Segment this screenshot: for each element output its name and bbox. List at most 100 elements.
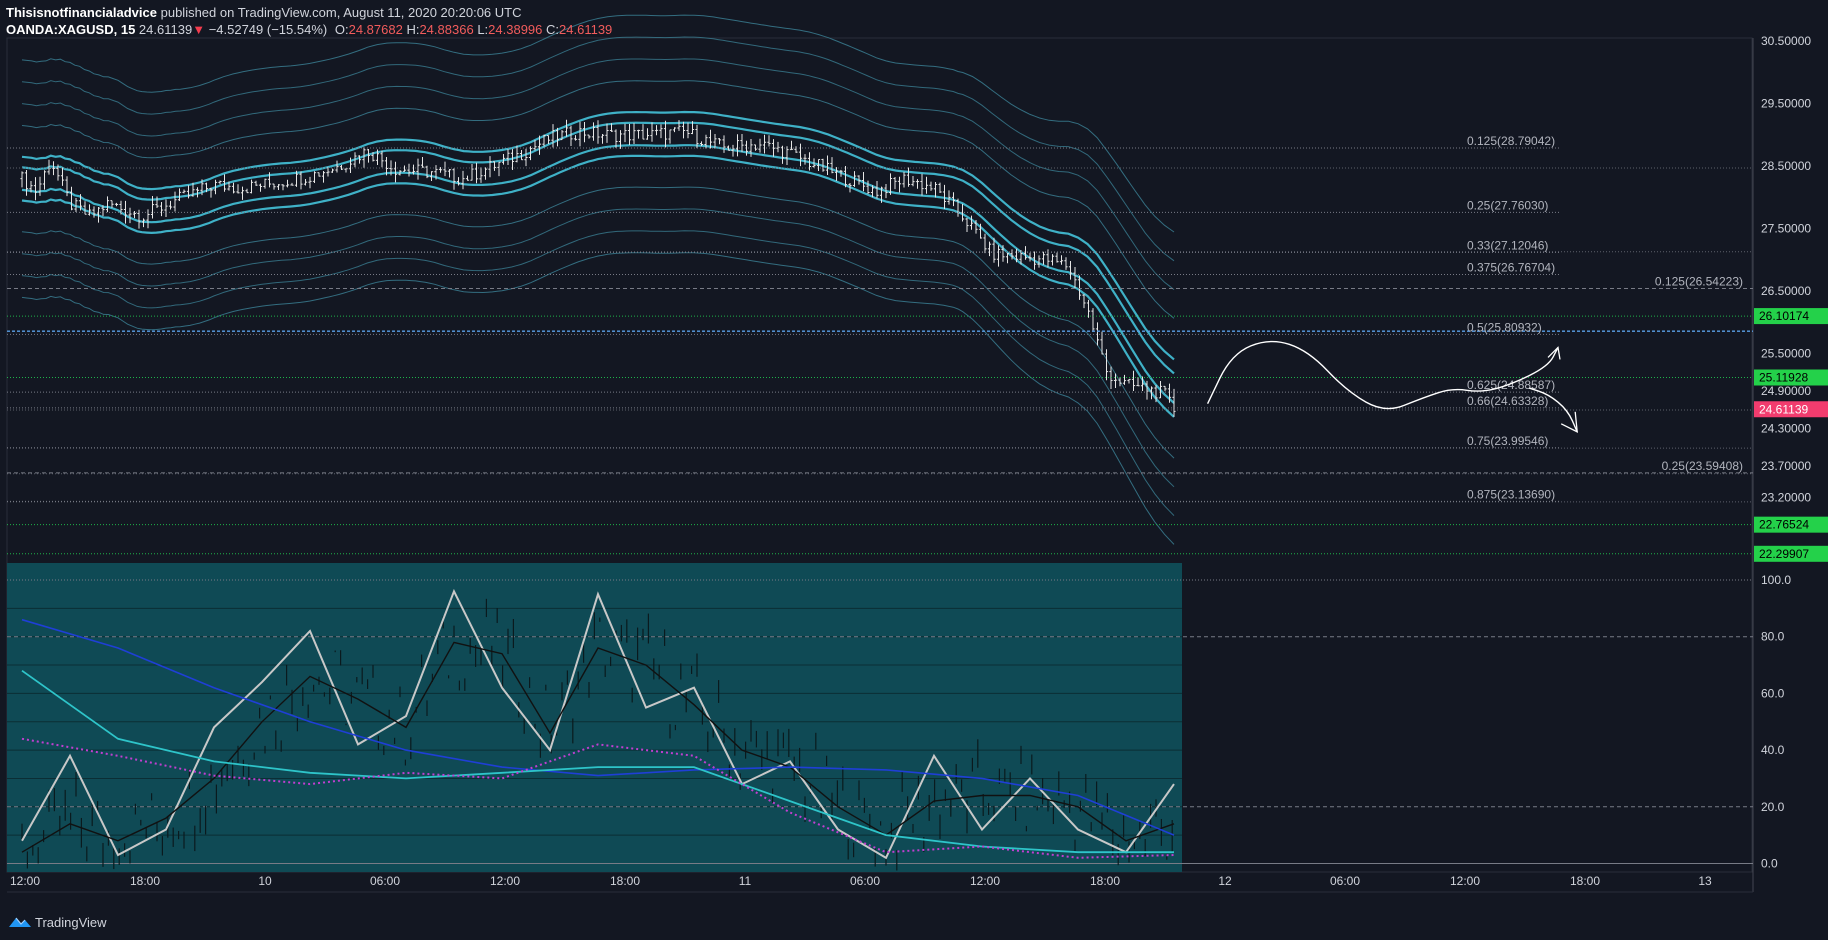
- time-tick-9: 18:00: [1090, 874, 1120, 888]
- candle-83: [393, 161, 398, 183]
- candle-131: [609, 123, 614, 132]
- candle-94: [443, 161, 447, 177]
- price-candles: [20, 119, 1176, 417]
- candle-195: [897, 176, 902, 193]
- candle-1: [24, 169, 29, 196]
- candle-192: [884, 183, 888, 199]
- price-axis[interactable]: 30.50000 29.50000 28.50000 27.50000 26.50000…: [1761, 34, 1811, 870]
- candle-106: [497, 161, 501, 177]
- candle-210: [965, 218, 969, 233]
- candle-29: [150, 196, 155, 219]
- price-tick-8: 23.70000: [1761, 459, 1811, 473]
- ohlc-open: 24.87682: [348, 22, 403, 37]
- candle-41: [204, 182, 209, 193]
- symbol-label[interactable]: OANDA:XAGUSD, 15: [6, 22, 136, 37]
- candle-167: [771, 139, 776, 157]
- candle-53: [258, 183, 263, 192]
- candle-118: [551, 124, 555, 148]
- candle-220: [1010, 249, 1014, 260]
- candle-198: [911, 176, 915, 187]
- fib-label-right-0: 0.125(26.54223): [1655, 275, 1743, 289]
- candle-157: [726, 145, 731, 151]
- candle-141: [654, 125, 659, 136]
- author-name[interactable]: Thisisnotfinancialadvice: [6, 5, 157, 20]
- candle-153: [708, 129, 713, 149]
- osc-tick-0: 100.0: [1761, 573, 1791, 587]
- candle-230: [1055, 252, 1059, 263]
- candle-85: [402, 165, 407, 172]
- last-price: 24.61139: [138, 22, 193, 37]
- candle-27: [141, 218, 146, 228]
- candle-207: [951, 192, 956, 207]
- candle-214: [983, 233, 987, 254]
- candle-136: [632, 123, 636, 145]
- candle-168: [776, 141, 780, 153]
- oscillator-panel: [7, 563, 1753, 872]
- candle-60: [290, 182, 294, 186]
- candle-8: [56, 164, 60, 181]
- candle-178: [821, 158, 825, 172]
- candle-244: [1118, 377, 1122, 387]
- candle-224: [1028, 252, 1032, 262]
- candle-219: [1005, 253, 1010, 264]
- candle-246: [1127, 378, 1131, 384]
- price-tick-1: 29.50000: [1761, 97, 1811, 111]
- band-line-10: [21, 230, 1175, 516]
- footer-brand-label: TradingView: [35, 914, 107, 930]
- candle-155: [717, 138, 722, 145]
- candle-120: [560, 129, 564, 141]
- candle-121: [564, 119, 569, 137]
- candle-45: [222, 174, 227, 192]
- osc-tick-4: 20.0: [1761, 800, 1785, 814]
- green-tag-label: 22.29907: [1759, 547, 1809, 561]
- candle-107: [501, 153, 506, 165]
- candle-59: [285, 179, 290, 188]
- green-tag-1: 25.11928: [1754, 369, 1828, 386]
- candle-138: [641, 124, 645, 140]
- candle-44: [218, 180, 222, 185]
- candle-216: [992, 237, 996, 263]
- candle-57: [276, 184, 281, 190]
- candle-36: [182, 189, 186, 194]
- symbol-line: OANDA:XAGUSD, 15 24.61139▼ −4.52749 (−15…: [6, 21, 612, 38]
- candle-160: [740, 134, 744, 153]
- candle-122: [569, 125, 573, 147]
- candle-3: [33, 177, 38, 201]
- candle-212: [974, 219, 978, 234]
- candle-203: [933, 182, 938, 198]
- candle-77: [366, 149, 371, 163]
- candle-134: [623, 123, 627, 143]
- candle-197: [906, 167, 911, 187]
- candle-61: [294, 170, 299, 187]
- green-tag-0: 26.10174: [1754, 308, 1828, 325]
- arrow-up-icon: [1547, 346, 1561, 360]
- candle-186: [857, 175, 861, 185]
- green-tag-bg: [1754, 516, 1828, 533]
- candle-125: [582, 121, 587, 143]
- candle-133: [618, 130, 623, 149]
- candle-67: [321, 171, 326, 183]
- projection-curve-down: [1528, 387, 1578, 433]
- candle-237: [1086, 299, 1091, 318]
- candle-72: [344, 168, 348, 173]
- candle-196: [902, 171, 906, 188]
- band-line-3: [21, 80, 1175, 319]
- candle-245: [1122, 374, 1127, 385]
- candle-43: [213, 179, 218, 195]
- candle-98: [461, 170, 465, 190]
- osc-series-0: [21, 588, 1175, 860]
- candle-80: [380, 150, 384, 168]
- candle-10: [65, 176, 69, 197]
- footer-brand[interactable]: TradingView: [8, 912, 107, 932]
- candle-32: [164, 199, 168, 218]
- candle-132: [614, 129, 618, 148]
- bollinger-bands: [21, 14, 1175, 545]
- candle-13: [78, 194, 83, 211]
- candle-86: [407, 163, 411, 177]
- candle-34: [173, 191, 177, 212]
- projection-curve: [1206, 340, 1559, 410]
- candle-188: [866, 180, 870, 195]
- candle-232: [1064, 257, 1068, 270]
- time-tick-10: 12: [1218, 874, 1232, 888]
- time-axis[interactable]: 12:00 18:00 10 06:00 12:00 18:00 11 06:00 12:00 1…: [10, 874, 1712, 888]
